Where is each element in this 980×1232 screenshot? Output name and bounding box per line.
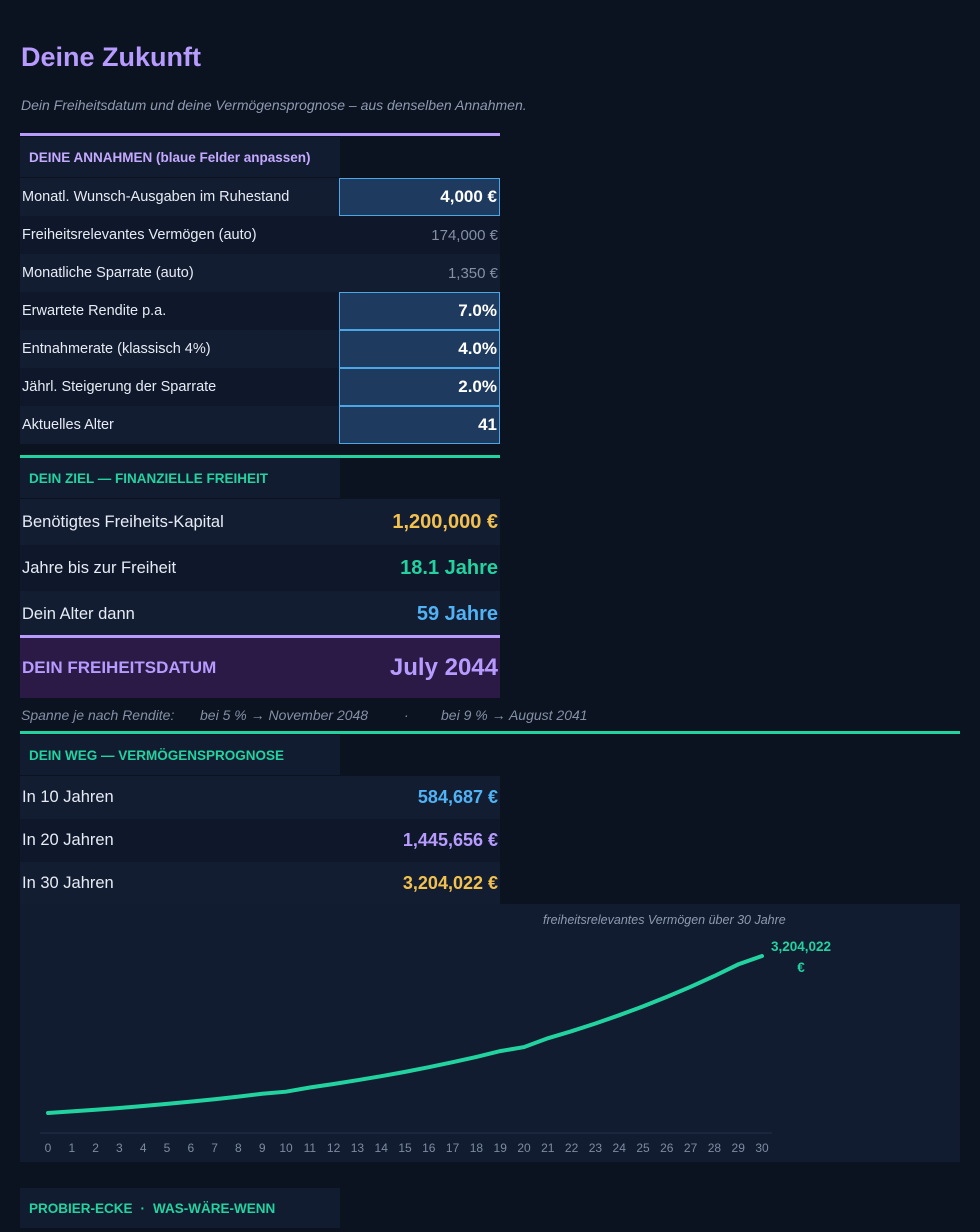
x-tick-label: 3 [116,1141,123,1155]
x-tick-label: 7 [211,1141,218,1155]
goal-row-capital: Benötigtes Freiheits-Kapital 1,200,000 € [20,499,500,545]
projection-label: In 10 Jahren [22,788,114,806]
chart-end-label: 3,204,022 [771,939,831,954]
x-tick-label: 29 [732,1141,746,1155]
x-tick-label: 30 [755,1141,769,1155]
projection-divider [20,731,960,734]
assumption-row-withdrawal: Entnahmerate (klassisch 4%) 4.0% [20,330,500,368]
assumption-row-wealth: Freiheitsrelevantes Vermögen (auto) 174,… [20,216,500,254]
assumption-row-increase: Jährl. Steigerung der Sparrate 2.0% [20,368,500,406]
x-tick-label: 26 [660,1141,674,1155]
age-then-value: 59 Jahre [416,602,498,625]
x-tick-label: 8 [235,1141,242,1155]
assumptions-header: DEINE ANNAHMEN (blaue Felder anpassen) [20,137,340,177]
projection-30-value: 3,204,022 € [402,873,498,893]
x-tick-label: 1 [68,1141,75,1155]
chart-end-label-unit: € [797,960,805,975]
x-tick-label: 11 [304,1141,317,1155]
x-tick-label: 6 [187,1141,194,1155]
wealth-series-line [46,954,764,1115]
range-separator: · [404,707,409,723]
freedom-divider [20,635,500,638]
goal-label: Benötigtes Freiheits-Kapital [22,512,224,531]
x-tick-label: 9 [259,1141,266,1155]
tryout-header: PROBIER-ECKE · WAS-WÄRE-WENN [20,1188,340,1228]
x-tick-label: 5 [164,1141,171,1155]
page-title: Deine Zukunft [21,42,201,72]
chart-title: freiheitsrelevantes Vermögen über 30 Jah… [543,913,786,927]
range-low: bei 5 % → November 2048 [200,707,369,723]
x-tick-label: 17 [446,1141,460,1155]
x-tick-label: 18 [470,1141,484,1155]
assumption-row-spending: Monatl. Wunsch-Ausgaben im Ruhestand 4,0… [20,178,500,216]
tryout-header-sep: · [140,1200,146,1216]
years-to-freedom-value: 18.1 Jahre [400,556,498,579]
goal-divider [20,455,500,458]
current-age-input[interactable]: 41 [339,406,500,444]
tryout-header-part2: WAS-WÄRE-WENN [153,1200,276,1216]
x-tick-label: 27 [684,1141,698,1155]
goal-header: DEIN ZIEL — FINANZIELLE FREIHEIT [20,458,340,498]
x-tick-label: 20 [517,1141,531,1155]
goal-row-years: Jahre bis zur Freiheit 18.1 Jahre [20,545,500,591]
assumption-label: Monatl. Wunsch-Ausgaben im Ruhestand [22,189,290,205]
x-tick-label: 25 [636,1141,650,1155]
assumption-label: Monatliche Sparrate (auto) [22,265,194,281]
tryout-header-part1: PROBIER-ECKE [29,1200,133,1216]
page-subtitle: Dein Freiheitsdatum und deine Vermögensp… [21,97,527,113]
projection-row-30: In 30 Jahren 3,204,022 € [20,862,500,905]
projection-header: DEIN WEG — VERMÖGENSPROGNOSE [20,735,340,775]
savings-auto-value: 1,350 € [447,264,498,282]
assumption-label: Erwartete Rendite p.a. [22,303,167,319]
x-tick-label: 19 [494,1141,508,1155]
projection-label: In 30 Jahren [22,874,114,892]
x-tick-label: 14 [375,1141,389,1155]
goal-label: Jahre bis zur Freiheit [22,558,177,577]
monthly-spending-input[interactable]: 4,000 € [339,178,500,216]
x-tick-label: 4 [140,1141,147,1155]
range-label: Spanne je nach Rendite: [21,707,175,723]
expected-return-input[interactable]: 7.0% [339,292,500,330]
wealth-auto-value: 174,000 € [431,226,498,244]
x-tick-label: 22 [565,1141,579,1155]
x-tick-label: 13 [351,1141,365,1155]
x-tick-label: 28 [708,1141,722,1155]
projection-row-20: In 20 Jahren 1,445,656 € [20,819,500,862]
x-tick-label: 24 [613,1141,627,1155]
x-tick-label: 16 [422,1141,436,1155]
x-tick-label: 2 [92,1141,99,1155]
projection-10-value: 584,687 € [417,787,498,807]
goal-label: Dein Alter dann [22,604,135,623]
assumption-row-age: Aktuelles Alter 41 [20,406,500,444]
x-tick-label: 21 [541,1141,555,1155]
assumption-label: Jährl. Steigerung der Sparrate [22,379,217,395]
assumption-label: Aktuelles Alter [22,417,114,433]
x-tick-label: 12 [327,1141,341,1155]
assumption-label: Freiheitsrelevantes Vermögen (auto) [22,227,257,243]
x-tick-label: 23 [589,1141,603,1155]
x-tick-label: 10 [279,1141,293,1155]
savings-increase-input[interactable]: 2.0% [339,368,500,406]
freedom-date-label: DEIN FREIHEITSDATUM [22,658,217,677]
range-high: bei 9 % → August 2041 [441,707,588,723]
freedom-date-value: July 2044 [389,654,498,681]
assumptions-divider [20,133,500,136]
withdrawal-rate-input[interactable]: 4.0% [339,330,500,368]
x-tick-label: 15 [398,1141,412,1155]
wealth-chart-panel [20,904,960,1162]
assumption-row-savings: Monatliche Sparrate (auto) 1,350 € [20,254,500,292]
projection-row-10: In 10 Jahren 584,687 € [20,776,500,819]
goal-row-age: Dein Alter dann 59 Jahre [20,591,500,637]
freedom-date-row: DEIN FREIHEITSDATUM July 2044 [20,638,500,698]
projection-label: In 20 Jahren [22,831,114,849]
assumption-row-return: Erwartete Rendite p.a. 7.0% [20,292,500,330]
wealth-chart: 3,204,022 € 0 1 2 3 4 5 6 7 8 9 10 11 12 13 14 15 16 17 18… [40,939,831,1155]
x-tick-label: 0 [45,1141,52,1155]
projection-20-value: 1,445,656 € [402,830,498,850]
required-capital-value: 1,200,000 € [392,510,498,533]
assumption-label: Entnahmerate (klassisch 4%) [22,341,211,357]
